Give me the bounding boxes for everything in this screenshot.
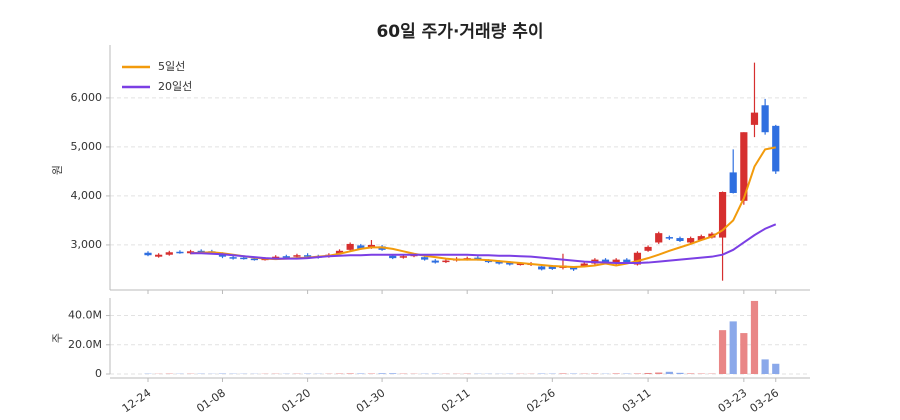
- candle-body: [442, 260, 450, 263]
- volume-bar: [729, 321, 737, 374]
- candle-body: [516, 263, 524, 266]
- y-axis-label: 원: [51, 165, 64, 175]
- chart-title: 60일 주가·거래량 추이: [376, 22, 543, 42]
- candle-body: [729, 172, 737, 193]
- candle-body: [772, 125, 780, 172]
- candle-body: [697, 236, 705, 241]
- candle-body: [293, 255, 301, 257]
- candle-body: [282, 256, 290, 258]
- volume-bar: [559, 373, 567, 374]
- candle-body: [165, 252, 173, 255]
- candle-body: [633, 252, 642, 265]
- volume-bar: [633, 373, 642, 374]
- volume-bar: [612, 373, 620, 374]
- candle-body: [548, 266, 556, 269]
- y-tick-label: 4,000: [71, 189, 103, 202]
- volume-bar: [740, 333, 748, 374]
- legend-label: 5일선: [158, 59, 185, 73]
- candle-body: [335, 250, 344, 254]
- candle-body: [601, 259, 610, 263]
- x-tick-label: 02-11: [439, 386, 473, 415]
- candle-body: [718, 192, 727, 238]
- volume-bar: [718, 330, 727, 374]
- candle-body: [176, 251, 184, 254]
- x-tick-label: 03-11: [620, 386, 654, 415]
- candle-body: [750, 112, 759, 125]
- ma-line: [190, 223, 777, 265]
- y-tick-label: 5,000: [71, 140, 103, 153]
- volume-bar: [357, 373, 365, 374]
- candle-body: [761, 105, 769, 133]
- candle-body: [644, 246, 652, 251]
- candle-body: [665, 237, 673, 239]
- x-tick-label: 01-20: [279, 386, 313, 415]
- candle-body: [580, 263, 588, 267]
- candle-body: [155, 254, 163, 257]
- candle-body: [676, 238, 684, 241]
- candle-body: [687, 238, 695, 243]
- legend-label: 20일선: [158, 79, 192, 93]
- volume-bar: [676, 372, 684, 374]
- x-tick-label: 03-26: [748, 386, 782, 415]
- x-tick-label: 02-26: [524, 386, 558, 415]
- y-tick-label: 40.0M: [68, 309, 102, 322]
- candle-body: [431, 260, 439, 263]
- volume-bar: [655, 372, 663, 374]
- volume-bar: [665, 371, 673, 374]
- candle-body: [144, 252, 152, 256]
- candle-body: [389, 255, 397, 259]
- candle-body: [346, 243, 354, 250]
- candle-body: [570, 267, 578, 270]
- candle-body: [740, 132, 748, 201]
- candle-body: [484, 260, 493, 263]
- candle-body: [421, 257, 429, 260]
- candle-body: [655, 233, 663, 243]
- candle-body: [240, 257, 248, 260]
- candle-body: [399, 256, 407, 258]
- ma-line: [190, 146, 776, 268]
- volume-bar: [750, 300, 759, 374]
- volume-bar: [378, 373, 386, 374]
- candle-body: [229, 257, 237, 259]
- y-tick-label: 3,000: [71, 238, 103, 251]
- y-axis-label: 주: [51, 333, 64, 343]
- candle-body: [612, 259, 620, 264]
- x-tick-label: 01-08: [194, 386, 228, 415]
- candle-body: [357, 245, 365, 249]
- volume-bar: [591, 373, 599, 374]
- x-tick-label: 03-23: [716, 386, 750, 415]
- y-tick-label: 20.0M: [68, 338, 102, 351]
- y-tick-label: 0: [95, 367, 102, 380]
- candle-body: [495, 261, 503, 264]
- volume-bar: [761, 359, 769, 374]
- candle-body: [506, 262, 514, 265]
- volume-bar: [772, 363, 780, 374]
- x-tick-label: 12-24: [120, 386, 154, 415]
- y-tick-label: 6,000: [71, 91, 103, 104]
- candle-body: [197, 250, 205, 253]
- volume-bar: [644, 372, 652, 374]
- volume-bar: [346, 373, 354, 374]
- candle-body: [304, 255, 312, 257]
- candle-body: [623, 259, 631, 263]
- x-tick-label: 01-30: [354, 386, 388, 415]
- candle-body: [250, 258, 258, 261]
- candle-body: [538, 266, 546, 270]
- volume-bar: [687, 373, 695, 374]
- volume-bar: [389, 373, 397, 374]
